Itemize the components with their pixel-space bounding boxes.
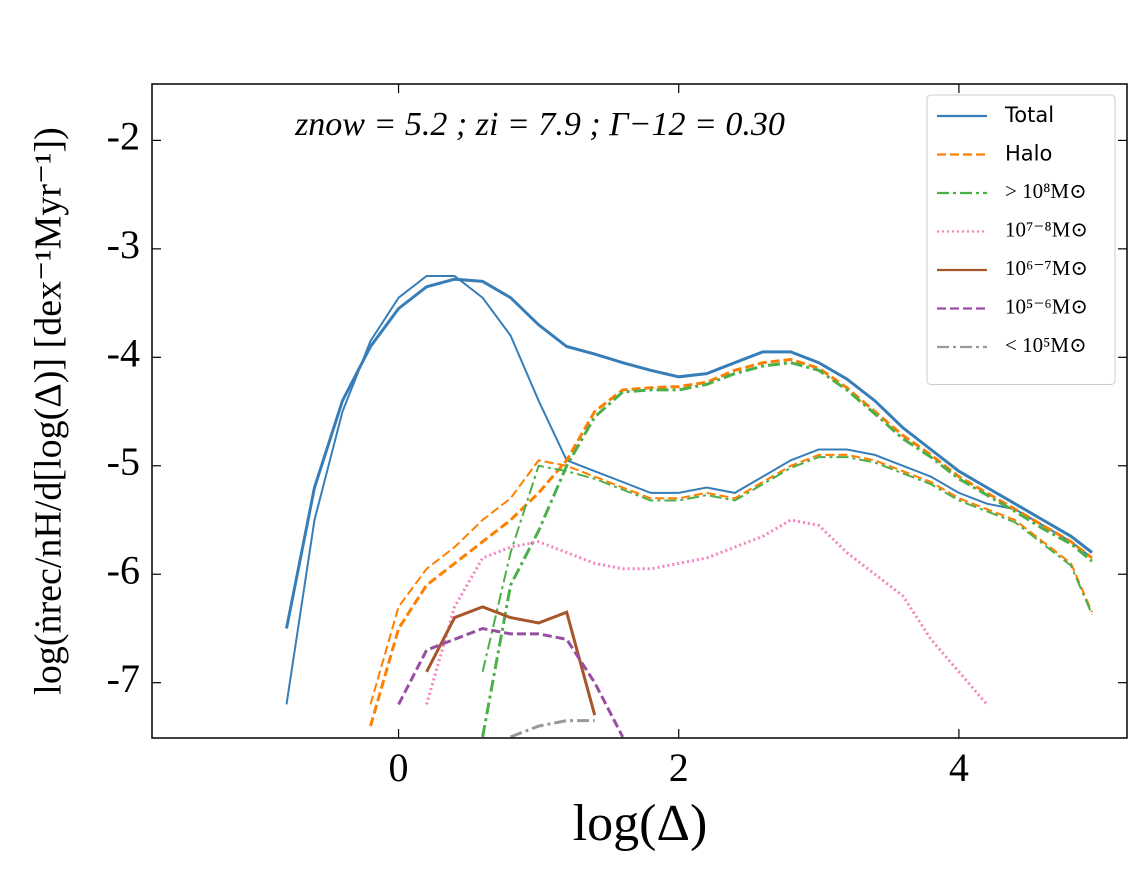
legend-label: Total: [1004, 103, 1054, 127]
y-tick-label: -2: [107, 114, 140, 159]
y-tick-label: -4: [107, 330, 140, 375]
line: [397, 626, 625, 738]
y-tick-label: -6: [107, 547, 140, 592]
x-tick-label: 0: [389, 745, 409, 790]
x-axis-label: log(Δ): [573, 795, 708, 852]
y-tick-label: -5: [107, 439, 140, 484]
line: [425, 518, 989, 706]
line: [481, 361, 1093, 738]
y-axis-label: log(ṅrec/nH/d[log(Δ)] [dex⁻¹Myr⁻¹]): [28, 127, 70, 694]
x-tick-label: 2: [669, 745, 689, 790]
plot-frame: [151, 83, 1128, 739]
legend-label: 10⁶⁻⁷M⊙: [1005, 256, 1088, 280]
x-tick-label: 4: [949, 745, 969, 790]
y-tick-label: -3: [107, 222, 140, 267]
legend-label: < 10⁵M⊙: [1005, 333, 1087, 357]
annotation: znow = 5.2 ; zi = 7.9 ; Γ−12 = 0.30: [294, 106, 785, 143]
line: [369, 357, 1093, 727]
plot-area: [285, 275, 1093, 738]
legend-box: [926, 94, 1116, 385]
line-thin: [369, 453, 1093, 705]
legend-label: 10⁵⁻⁶M⊙: [1005, 294, 1088, 318]
legend-label: > 10⁸M⊙: [1005, 179, 1087, 203]
line: [285, 277, 1093, 629]
legend-label: 10⁷⁻⁸M⊙: [1005, 217, 1088, 241]
line-thin: [481, 456, 1093, 673]
line: [425, 605, 597, 716]
legend-label: Halo: [1005, 142, 1052, 166]
line-thin: [285, 275, 1093, 705]
line: [510, 719, 595, 738]
y-tick-label: -7: [107, 656, 140, 701]
